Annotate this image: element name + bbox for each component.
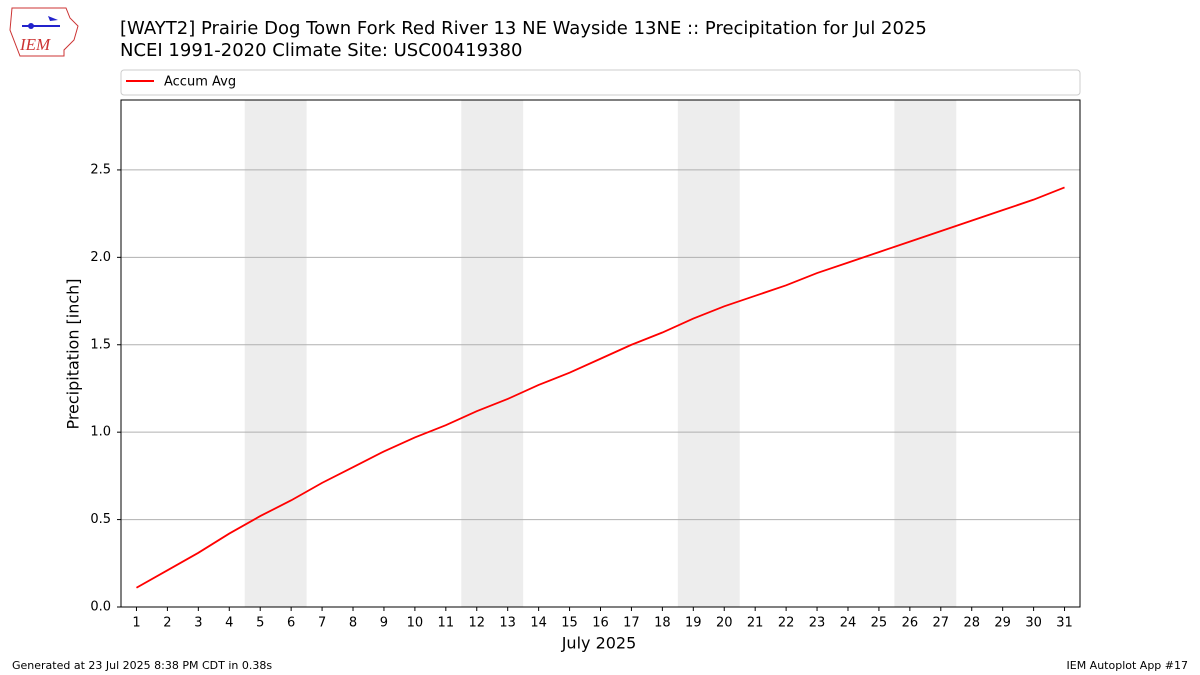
x-tick-label: 30	[1025, 616, 1042, 631]
x-tick-label: 3	[194, 616, 202, 631]
x-tick-label: 27	[933, 616, 950, 631]
x-tick-label: 18	[654, 616, 671, 631]
weekend-band	[894, 100, 957, 607]
legend-label: Accum Avg	[164, 75, 236, 90]
x-tick-label: 29	[994, 616, 1011, 631]
plot-frame	[120, 99, 1081, 608]
x-tick-label: 12	[468, 616, 485, 631]
x-tick-label: 19	[685, 616, 702, 631]
x-tick-label: 22	[778, 616, 795, 631]
x-tick-label: 31	[1056, 616, 1073, 631]
x-tick-label: 5	[256, 616, 264, 631]
logo: IEM	[9, 7, 79, 57]
x-tick-label: 15	[561, 616, 578, 631]
chart-subtitle: NCEI 1991-2020 Climate Site: USC00419380	[120, 40, 522, 61]
x-tick-label: 6	[287, 616, 295, 631]
x-tick-label: 14	[530, 616, 547, 631]
x-tick-label: 8	[349, 616, 357, 631]
x-tick-label: 9	[380, 616, 388, 631]
y-tick-label: 2.0	[90, 250, 111, 265]
y-axis-label: Precipitation [inch]	[64, 278, 83, 429]
y-tick-label: 1.5	[90, 337, 111, 352]
x-tick-label: 23	[809, 616, 826, 631]
x-tick-label: 21	[747, 616, 764, 631]
weekend-band	[461, 100, 524, 607]
x-axis-label: July 2025	[561, 634, 637, 653]
footer-right: IEM Autoplot App #17	[1067, 659, 1189, 672]
x-tick-label: 11	[438, 616, 455, 631]
x-tick-label: 20	[716, 616, 733, 631]
x-tick-label: 2	[163, 616, 171, 631]
weekend-band	[677, 100, 740, 607]
x-tick-label: 16	[592, 616, 609, 631]
x-tick-label: 1	[132, 616, 140, 631]
y-tick-label: 0.0	[90, 600, 111, 615]
weekend-band	[244, 100, 307, 607]
footer-left: Generated at 23 Jul 2025 8:38 PM CDT in …	[12, 659, 272, 672]
x-tick-label: 4	[225, 616, 233, 631]
x-tick-label: 28	[963, 616, 980, 631]
legend-box	[120, 69, 1081, 96]
y-tick-label: 2.5	[90, 162, 111, 177]
y-tick-label: 0.5	[90, 512, 111, 527]
x-tick-label: 10	[407, 616, 424, 631]
x-tick-label: 25	[871, 616, 888, 631]
line-series	[136, 186, 1065, 589]
x-tick-label: 13	[499, 616, 516, 631]
x-tick-label: 26	[902, 616, 919, 631]
x-tick-label: 7	[318, 616, 326, 631]
x-tick-label: 17	[623, 616, 640, 631]
logo-text: IEM	[19, 35, 51, 54]
y-tick-label: 1.0	[90, 425, 111, 440]
chart-title: [WAYT2] Prairie Dog Town Fork Red River …	[120, 18, 927, 39]
x-tick-label: 24	[840, 616, 857, 631]
